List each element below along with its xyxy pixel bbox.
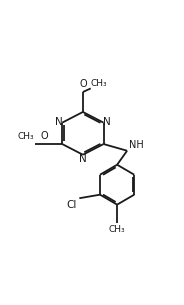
Text: N: N (103, 117, 111, 127)
Text: N: N (79, 154, 87, 164)
Text: CH₃: CH₃ (18, 132, 34, 142)
Text: Cl: Cl (67, 200, 77, 210)
Text: O: O (41, 131, 48, 142)
Text: CH₃: CH₃ (109, 224, 125, 234)
Text: NH: NH (128, 140, 143, 150)
Text: CH₃: CH₃ (91, 79, 107, 88)
Text: N: N (55, 117, 63, 127)
Text: O: O (79, 79, 87, 89)
